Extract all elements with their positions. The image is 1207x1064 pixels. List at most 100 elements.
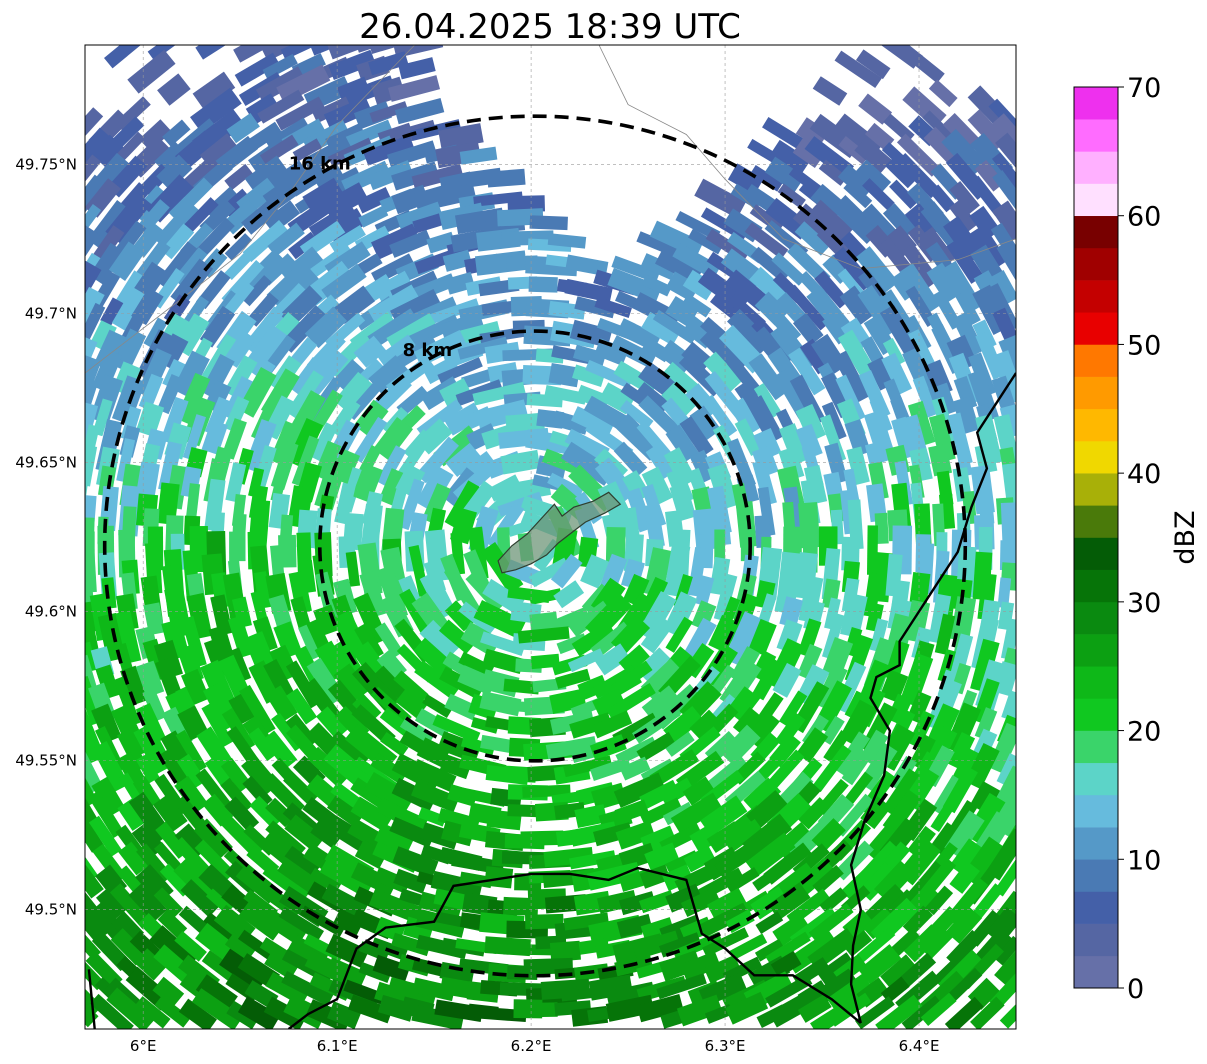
radar-cell — [265, 685, 298, 723]
radar-cell — [223, 355, 258, 399]
radar-cell — [200, 353, 235, 400]
colorbar-tick-label: 70 — [1127, 73, 1161, 104]
radar-cell — [860, 796, 892, 830]
radar-cell — [843, 180, 873, 209]
colorbar: 0 10 20 30 40 50 60 70 dBZ — [1073, 73, 1201, 1005]
colorbar-bin — [1074, 537, 1118, 570]
radar-cell — [321, 263, 367, 303]
radar-cell — [233, 45, 286, 63]
colorbar-tick-label: 30 — [1127, 588, 1161, 619]
radar-cell — [245, 121, 283, 152]
radar-cell — [329, 225, 366, 254]
radar-cell — [948, 633, 974, 683]
radar-cell — [442, 249, 473, 272]
radar-cell — [284, 814, 325, 852]
radar-cell — [218, 812, 264, 859]
radar-cell — [332, 285, 376, 324]
colorbar-frame — [1073, 86, 1119, 989]
radar-cell — [684, 617, 717, 660]
colorbar-bin — [1074, 247, 1118, 281]
radar-cell — [350, 796, 393, 832]
radar-cell — [754, 938, 785, 962]
radar-cell — [946, 731, 976, 770]
radar-cell — [674, 863, 718, 895]
figure-title: 26.04.2025 18:39 UTC — [359, 7, 741, 47]
radar-cell — [242, 775, 273, 808]
radar-cell — [834, 793, 874, 837]
radar-cell — [302, 177, 344, 212]
radar-cell — [858, 93, 893, 125]
radar-cell — [752, 459, 777, 506]
radar-cell — [398, 57, 436, 80]
radar-cell — [472, 381, 526, 406]
radar-cell — [855, 246, 899, 294]
radar-cell — [416, 399, 463, 438]
radar-cell — [882, 768, 920, 816]
radar-cell — [154, 141, 186, 173]
radar-cell — [380, 731, 409, 757]
radar-cell — [135, 754, 160, 784]
radar-cell — [991, 375, 1016, 413]
radar-cell — [614, 799, 649, 824]
radar-cell — [665, 295, 699, 328]
radar-cell — [907, 825, 936, 858]
radar-cell — [239, 684, 276, 735]
radar-cell — [728, 397, 762, 437]
radar-cell — [862, 907, 896, 940]
radar-cell — [308, 202, 355, 237]
radar-cell — [640, 253, 677, 280]
radar-cell — [85, 996, 99, 1028]
radar-cell — [139, 119, 172, 152]
radar-cell — [152, 794, 188, 832]
radar-cell — [85, 377, 99, 427]
radar-cell — [896, 133, 941, 177]
radar-cell — [723, 818, 763, 853]
radar-cell — [370, 753, 408, 785]
radar-cell — [837, 164, 874, 199]
radar-cell — [353, 335, 387, 368]
radar-cell — [571, 364, 606, 387]
radar-cell — [574, 804, 608, 829]
radar-cell — [640, 917, 675, 941]
radar-cell — [703, 394, 738, 437]
radar-cell — [374, 622, 404, 659]
radar-cell — [484, 866, 514, 889]
radar-cell — [752, 864, 784, 892]
range-ring-label: 8 km — [403, 340, 453, 361]
radar-cell — [691, 600, 717, 631]
radar-cell — [389, 229, 432, 258]
radar-cell — [328, 49, 376, 80]
radar-cell — [873, 860, 915, 903]
radar-cell — [333, 663, 370, 702]
radar-cell — [927, 726, 958, 764]
radar-cell — [821, 401, 847, 441]
radar-cell — [439, 378, 473, 408]
radar-cell — [548, 363, 581, 388]
radar-cell — [417, 807, 447, 827]
national-border — [287, 866, 862, 1029]
radar-cell — [312, 96, 352, 124]
map-panel: 8 km 16 km 6°E 6.1°E 6.2°E 6.3°E 6.4°E 49.75°… — [15, 44, 1017, 1055]
radar-cell — [812, 864, 844, 895]
colorbar-label: dBZ — [1170, 510, 1201, 564]
radar-cell — [444, 693, 479, 721]
radar-cell — [866, 483, 888, 523]
radar-cell — [345, 551, 361, 587]
radar-cell — [286, 370, 324, 419]
colorbar-tick-label: 10 — [1127, 845, 1161, 876]
radar-cell — [390, 335, 438, 372]
radar-cell — [445, 442, 482, 478]
radar-cell — [553, 580, 585, 609]
radar-cell — [769, 733, 801, 768]
radar-cell — [970, 244, 1005, 284]
radar-cell — [142, 687, 167, 722]
radar-cell — [376, 445, 407, 487]
radar-cell — [714, 836, 766, 878]
radar-cell — [399, 588, 433, 637]
radar-cell — [115, 610, 142, 664]
radar-cell — [613, 441, 648, 477]
radar-cell — [414, 660, 460, 700]
radar-cell — [273, 621, 303, 659]
radar-cell — [106, 987, 155, 1029]
radar-cell — [989, 966, 1016, 1011]
